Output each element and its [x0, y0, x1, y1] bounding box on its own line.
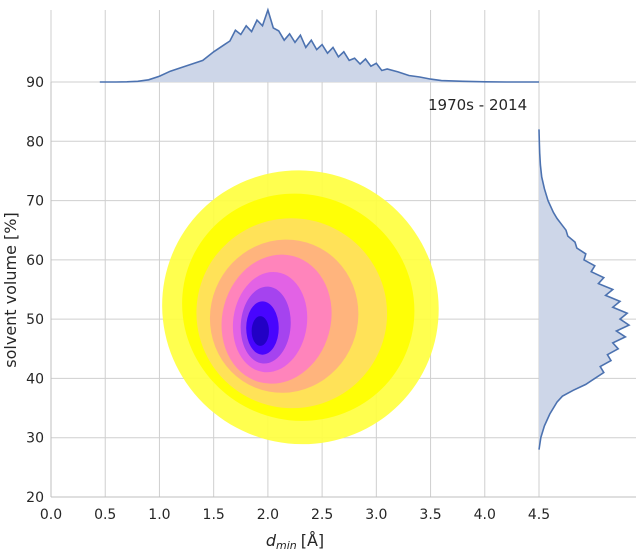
- tick-labels: 0.0 0.5 1.0 1.5 2.0 2.5 3.0 3.5 4.0 4.5 20 30 40 50 60…: [26, 75, 550, 523]
- y-tick-label: 60: [26, 253, 44, 269]
- y-tick-label: 30: [26, 431, 44, 447]
- x-tick-label: 2.5: [311, 507, 333, 523]
- density-contour-level-9: [251, 316, 269, 346]
- marginal-x-density: [99, 7, 540, 83]
- x-axis-label-main: d: [266, 531, 277, 550]
- x-axis-label-sub: min: [276, 539, 297, 550]
- x-tick-label: 3.0: [365, 507, 387, 523]
- y-tick-label: 90: [26, 75, 44, 91]
- annotation-text: 1970s - 2014: [428, 96, 527, 114]
- x-tick-label: 0.0: [40, 507, 62, 523]
- x-tick-label: 3.5: [419, 507, 441, 523]
- y-tick-label: 80: [26, 134, 44, 150]
- y-tick-label: 50: [26, 312, 44, 328]
- marginal-x-fill: [99, 10, 540, 82]
- x-tick-label: 1.5: [203, 507, 225, 523]
- x-tick-label: 4.5: [528, 507, 550, 523]
- y-tick-label: 40: [26, 371, 44, 387]
- x-axis-label-unit: [Å]: [301, 531, 324, 550]
- x-axis-label: dmin [Å]: [266, 531, 324, 550]
- y-axis-label: solvent volume [%]: [1, 212, 20, 367]
- density-contours: [162, 170, 439, 445]
- x-tick-label: 2.0: [257, 507, 279, 523]
- y-tick-label: 70: [26, 194, 44, 210]
- marginal-x-line: [99, 7, 539, 83]
- marginal-y-density: [538, 129, 631, 450]
- x-tick-label: 4.0: [474, 507, 496, 523]
- marginal-y-fill: [539, 129, 629, 450]
- x-tick-label: 1.0: [148, 507, 170, 523]
- y-tick-label: 20: [26, 490, 44, 506]
- x-tick-label: 0.5: [94, 507, 116, 523]
- axes-frame: [50, 82, 636, 498]
- marginal-y-line: [538, 129, 631, 450]
